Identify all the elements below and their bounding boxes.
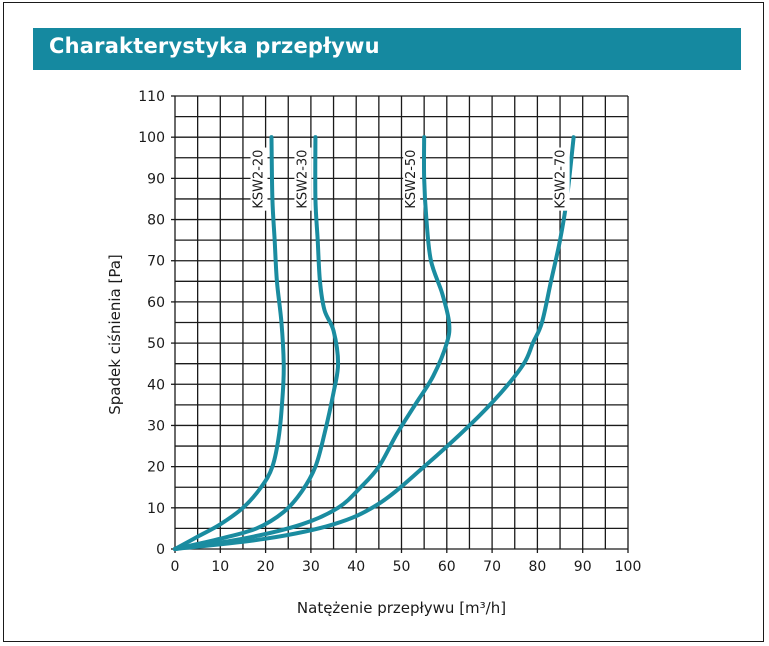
page-title: Charakterystyka przepływu [49, 34, 380, 58]
tick-labels: 0 10 20 30 40 50 60 70 80 90 100 0 10 20 30 40 50 60 70 80 9… [138, 89, 641, 575]
title-bar: Charakterystyka przepływu [33, 28, 741, 70]
y-tick-label: 90 [147, 171, 165, 187]
x-tick-label: 10 [211, 559, 229, 575]
x-tick-label: 90 [574, 559, 592, 575]
y-tick-label: 70 [147, 254, 165, 270]
series-line-ksw2-50 [173, 135, 452, 551]
x-tick-label: 40 [347, 559, 365, 575]
x-tick-label: 100 [615, 559, 642, 575]
series-label-background [403, 147, 421, 211]
y-tick-label: 40 [147, 377, 165, 393]
y-axis-label: Spadek ciśnienia [Pa] [106, 254, 124, 414]
series-label-background [294, 147, 312, 211]
x-tick-label: 70 [483, 559, 501, 575]
y-tick-label: 60 [147, 295, 165, 311]
x-tick-label: 0 [171, 559, 180, 575]
x-tick-label: 50 [393, 559, 411, 575]
series-label-group: KSW2-50 [403, 147, 421, 211]
y-tick-label: 30 [147, 418, 165, 434]
x-axis-label: Natężenie przepływu [m³/h] [297, 599, 506, 617]
y-tick-label: 80 [147, 213, 165, 229]
series-line-ksw2-70 [173, 135, 576, 551]
series-label-background [250, 147, 268, 211]
series-label-ksw2-30: KSW2-30 [295, 150, 310, 209]
series-label-ksw2-70: KSW2-70 [554, 150, 569, 209]
x-tick-label: 20 [257, 559, 275, 575]
series-label-ksw2-20: KSW2-20 [251, 150, 266, 209]
y-tick-label: 20 [147, 460, 165, 476]
series-label-background [552, 147, 570, 211]
y-tick-label: 10 [147, 501, 165, 517]
x-tick-label: 60 [438, 559, 456, 575]
series-line-ksw2-30 [173, 135, 341, 551]
series-label-group: KSW2-30 [294, 147, 312, 211]
series-label-ksw2-50: KSW2-50 [404, 150, 419, 209]
series-labels: KSW2-20 KSW2-30 KSW2-50 KSW2-70 [250, 147, 570, 211]
y-tick-label: 50 [147, 336, 165, 352]
series-label-group: KSW2-20 [250, 147, 268, 211]
x-tick-label: 30 [302, 559, 320, 575]
series-line-ksw2-20 [173, 135, 286, 551]
y-tick-label: 0 [156, 542, 165, 558]
series-curves [173, 135, 576, 551]
series-label-group: KSW2-70 [552, 147, 570, 211]
y-tick-label: 100 [138, 130, 165, 146]
y-tick-label: 110 [138, 89, 165, 105]
x-tick-label: 80 [528, 559, 546, 575]
